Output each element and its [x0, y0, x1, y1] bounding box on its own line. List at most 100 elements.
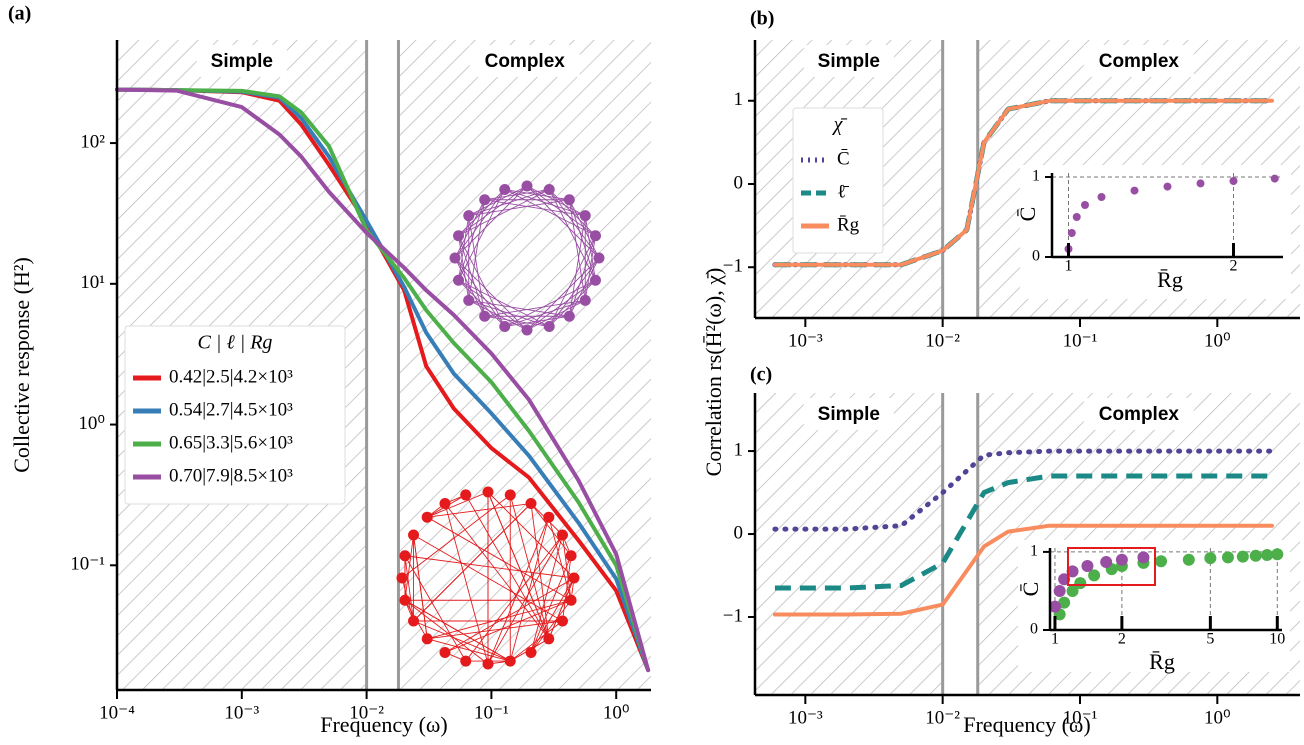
network-node	[439, 498, 451, 510]
network-edge	[504, 315, 570, 327]
network-edge	[465, 534, 563, 662]
panel-label: (c)	[750, 364, 772, 386]
network-edge	[454, 185, 528, 259]
network-edge	[458, 235, 470, 301]
network-node	[589, 230, 601, 242]
scatter-point	[1088, 569, 1101, 582]
region-label-bg	[196, 45, 287, 77]
network-node	[504, 655, 516, 667]
network-edge	[458, 199, 486, 281]
network-edge	[504, 189, 596, 237]
x-axis-label: Frequency (ω)	[963, 712, 1091, 737]
network-edge	[427, 620, 563, 640]
network-edge	[413, 534, 428, 639]
network-edge	[468, 199, 570, 217]
region-label: Complex	[485, 51, 566, 72]
network-edge	[530, 503, 550, 639]
scatter-point	[1072, 213, 1081, 221]
scatter-point	[1155, 555, 1168, 568]
scatter-point	[1130, 186, 1139, 195]
scatter-point	[1081, 201, 1089, 209]
y-tick-label: 10¹	[80, 272, 105, 293]
network-node	[460, 655, 472, 667]
network-edge	[413, 534, 563, 622]
network-edge	[404, 599, 489, 665]
network-edge	[526, 257, 600, 331]
legend-title: C | ℓ | Rg	[198, 332, 273, 354]
network-edge	[548, 279, 596, 327]
scatter-point	[1066, 584, 1079, 597]
region-label-bg	[803, 398, 894, 430]
network-node	[521, 180, 533, 192]
network-edge	[404, 534, 414, 601]
scatter-point	[1163, 182, 1172, 191]
network-edge	[530, 555, 572, 653]
x-tick-label: 10⁻²	[349, 702, 384, 723]
network-edge	[584, 215, 596, 281]
network-edge	[568, 199, 596, 281]
network-node	[556, 529, 568, 541]
x-tick-label: 10⁻¹	[474, 702, 509, 723]
network-edge	[568, 235, 596, 317]
panel: Simple Complex 10⁻⁴ 10⁻³ 10⁻² 10⁻¹ 10⁰ 10⁻¹ 10⁰ 1…	[8, 3, 651, 737]
network-edge	[468, 199, 486, 301]
network-edge	[548, 189, 596, 237]
network-node	[399, 594, 411, 606]
random-network	[396, 486, 580, 670]
network-edge	[504, 189, 586, 217]
network-node	[579, 294, 591, 306]
network-node	[543, 633, 555, 645]
network-edge	[548, 577, 575, 639]
x-tick-label: 10⁰	[1204, 330, 1231, 351]
network-edge	[458, 215, 470, 281]
series-line	[772, 523, 1274, 617]
legend-label: 0.42|2.5|4.2×10³	[169, 366, 293, 387]
network-edge	[568, 199, 600, 259]
network-edge	[484, 199, 586, 217]
network-node	[408, 615, 420, 627]
network-edge	[584, 235, 596, 301]
scatter-point	[1066, 565, 1079, 578]
y-tick-label: 10⁰	[78, 413, 105, 434]
network-edge	[404, 555, 575, 579]
x-tick-label: 10⁻³	[788, 330, 823, 351]
scatter-point	[1115, 553, 1128, 566]
series-line	[774, 473, 1272, 591]
scatter-point	[1261, 549, 1274, 562]
network-edge	[468, 299, 570, 317]
network-edge	[568, 215, 586, 317]
network-node	[579, 210, 591, 222]
network-node	[396, 572, 408, 584]
network-node	[479, 194, 491, 206]
y-tick-label: 0	[734, 172, 744, 193]
y-tick-label: 1	[734, 439, 744, 460]
x-tick-label: 10⁻¹	[1063, 330, 1098, 351]
x-tick-label: 10⁻³	[788, 707, 823, 728]
series-line	[772, 448, 1275, 532]
network-node	[439, 646, 451, 658]
network-edge	[487, 491, 575, 579]
network-node	[421, 511, 433, 523]
legend: C | ℓ | Rg 0.42|2.5|4.2×10³ 0.54|2.7|4.5×1…	[124, 325, 346, 505]
region-label: Simple	[818, 404, 880, 425]
scatter-point	[1081, 559, 1094, 572]
region-label: Simple	[211, 51, 273, 72]
network-edge	[484, 189, 550, 201]
network-edge	[509, 517, 550, 662]
series-line	[115, 87, 651, 673]
series-line	[115, 87, 651, 673]
y-tick-label: 0	[1032, 248, 1040, 265]
region-label: Complex	[1099, 404, 1180, 425]
panel-label: (b)	[750, 8, 774, 30]
scatter-point	[1048, 600, 1061, 613]
y-tick-label: 0	[1030, 621, 1038, 638]
network-edge	[427, 503, 532, 518]
scatter-point	[1204, 552, 1217, 565]
legend-label: 0.54|2.7|4.5×10³	[169, 399, 293, 420]
network-edge	[468, 215, 486, 317]
network-edge	[458, 235, 506, 327]
x-tick-label: 5	[1206, 631, 1214, 648]
network-node	[449, 252, 461, 264]
legend-label: C̄	[837, 148, 850, 169]
